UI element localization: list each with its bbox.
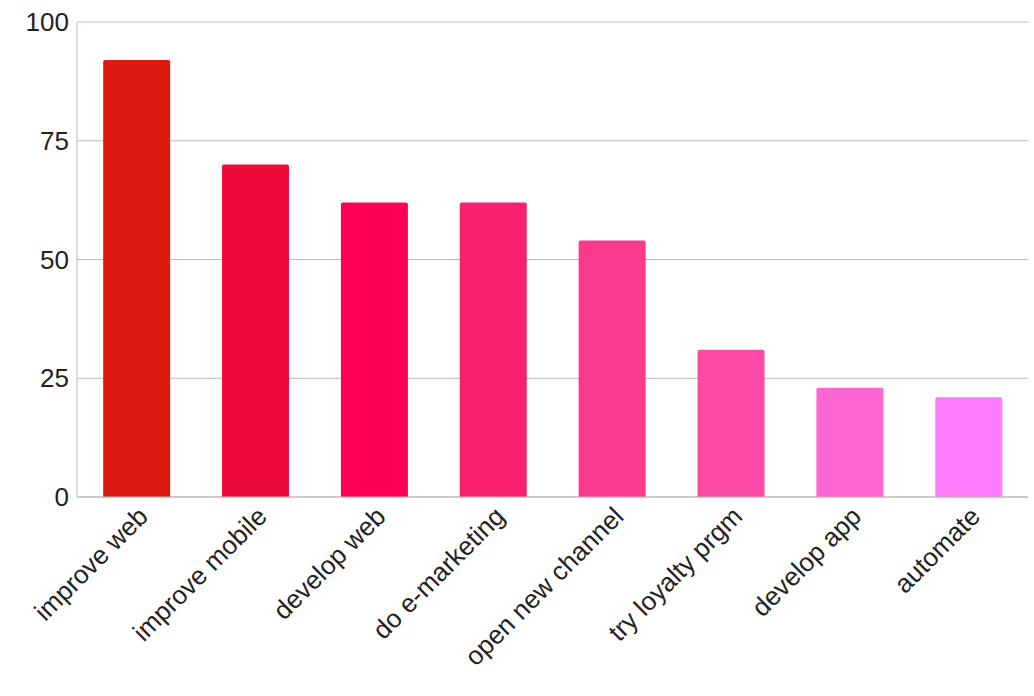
svg-text:improve web: improve web [28,501,153,626]
svg-text:open new channel: open new channel [459,501,629,671]
svg-text:50: 50 [40,245,69,275]
svg-text:automate: automate [888,501,986,599]
svg-text:100: 100 [26,7,69,37]
svg-text:25: 25 [40,363,69,393]
svg-text:75: 75 [40,126,69,156]
svg-text:develop app: develop app [746,501,867,622]
svg-text:try loyalty prgm: try loyalty prgm [602,501,748,647]
svg-text:improve mobile: improve mobile [127,501,273,647]
svg-text:0: 0 [55,482,69,512]
svg-text:develop web: develop web [267,501,391,625]
svg-text:do e-marketing: do e-marketing [366,501,511,645]
